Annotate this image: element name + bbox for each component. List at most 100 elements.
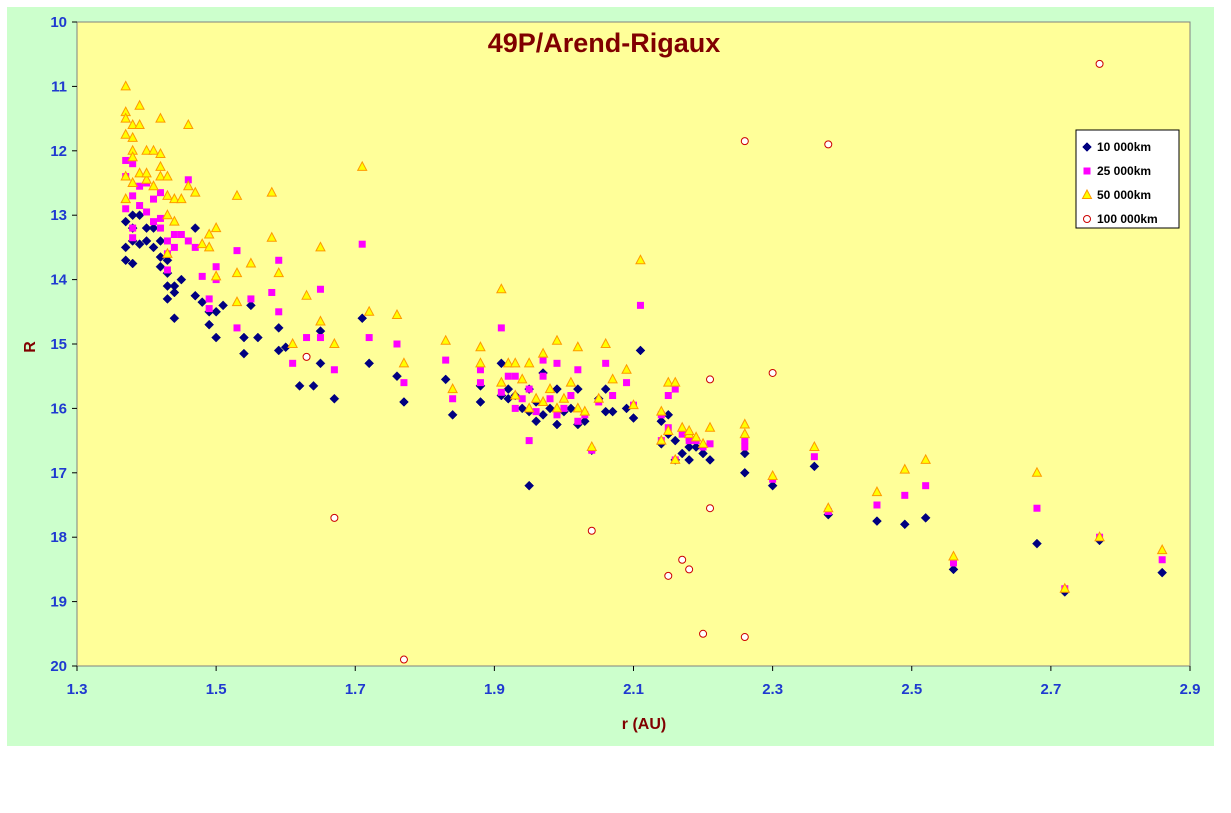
- data-point: [162, 255, 173, 266]
- y-tick-label: 19: [50, 594, 67, 611]
- x-tick-label: 2.5: [901, 681, 922, 698]
- data-point: [683, 424, 695, 435]
- data-point: [442, 356, 450, 364]
- data-point: [809, 461, 820, 472]
- data-point: [127, 131, 138, 142]
- data-point: [162, 189, 173, 200]
- data-point: [509, 357, 521, 368]
- data-point: [871, 486, 883, 497]
- data-point: [197, 297, 208, 307]
- data-point: [600, 384, 611, 394]
- data-point: [363, 305, 375, 316]
- data-point: [399, 397, 409, 407]
- data-points: [120, 59, 1168, 664]
- legend-marker: [1082, 142, 1092, 152]
- x-tick-label: 2.9: [1180, 681, 1201, 698]
- data-point: [873, 501, 881, 509]
- data-point: [156, 189, 164, 197]
- data-point: [218, 300, 228, 311]
- x-tick-label: 2.3: [762, 681, 783, 698]
- data-point: [393, 340, 401, 348]
- data-point: [163, 237, 171, 245]
- data-point: [566, 403, 576, 414]
- data-point: [705, 455, 715, 465]
- data-point: [546, 395, 554, 403]
- data-point: [143, 208, 151, 216]
- data-point: [739, 428, 751, 439]
- data-point: [122, 156, 130, 164]
- data-point: [127, 210, 138, 221]
- data-point: [690, 431, 702, 442]
- data-point: [810, 453, 818, 461]
- data-point: [329, 337, 340, 348]
- data-point: [609, 392, 617, 400]
- y-tick-label: 16: [50, 400, 67, 417]
- data-point: [275, 256, 283, 264]
- data-point: [120, 80, 132, 91]
- data-point: [196, 238, 208, 249]
- data-point: [767, 469, 778, 481]
- legend-marker: [1083, 215, 1091, 223]
- data-point: [316, 334, 324, 342]
- data-point: [210, 270, 222, 281]
- data-point: [127, 258, 138, 269]
- data-point: [211, 306, 221, 317]
- data-point: [628, 413, 639, 423]
- data-point: [567, 392, 575, 400]
- data-point: [593, 392, 605, 403]
- data-point: [440, 334, 452, 345]
- plot-area: [76, 21, 1191, 667]
- data-point: [141, 223, 152, 233]
- x-axis-title: r (AU): [622, 716, 666, 733]
- data-point: [329, 393, 340, 404]
- data-point: [662, 424, 674, 435]
- data-point: [316, 285, 324, 293]
- data-point: [635, 345, 646, 356]
- data-point: [169, 287, 180, 298]
- data-point: [517, 403, 528, 414]
- data-point: [572, 402, 584, 413]
- data-point: [253, 332, 263, 343]
- data-point: [129, 160, 137, 168]
- data-point: [1158, 556, 1166, 564]
- data-point: [247, 295, 255, 303]
- data-point: [518, 395, 526, 403]
- data-point: [205, 305, 213, 313]
- data-point: [141, 167, 152, 178]
- data-point: [497, 324, 505, 332]
- data-point: [150, 218, 158, 226]
- data-point: [537, 347, 549, 358]
- data-point: [809, 440, 820, 452]
- data-point: [134, 118, 145, 130]
- data-point: [177, 231, 185, 239]
- data-point: [572, 384, 583, 394]
- data-point: [163, 266, 171, 274]
- data-point: [287, 337, 298, 348]
- data-point: [676, 421, 688, 432]
- data-point: [664, 571, 673, 580]
- data-point: [1059, 582, 1071, 593]
- legend-label: 25 000km: [1097, 164, 1151, 178]
- data-point: [497, 388, 505, 396]
- data-point: [198, 272, 206, 280]
- data-point: [523, 357, 535, 368]
- data-point: [655, 405, 667, 416]
- y-tick-label: 20: [50, 658, 67, 675]
- data-point: [587, 526, 596, 535]
- data-point: [655, 434, 667, 445]
- data-point: [358, 240, 366, 248]
- data-point: [155, 112, 166, 123]
- data-point: [162, 247, 173, 258]
- data-point: [231, 189, 243, 200]
- y-tick-label: 14: [50, 272, 67, 289]
- data-point: [504, 372, 512, 380]
- data-point: [162, 281, 173, 291]
- data-point: [120, 128, 132, 139]
- data-point: [184, 176, 192, 184]
- data-point: [531, 416, 541, 427]
- data-point: [502, 357, 514, 368]
- x-tick-label: 1.5: [206, 681, 227, 698]
- data-point: [273, 267, 285, 278]
- data-point: [551, 334, 563, 345]
- legend-box: [1075, 129, 1180, 229]
